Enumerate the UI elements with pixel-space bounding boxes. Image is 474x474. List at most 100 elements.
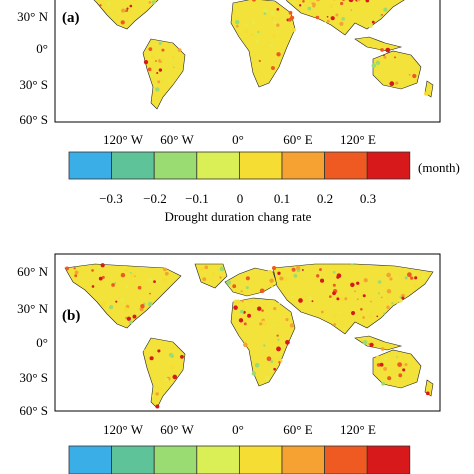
map-pixel: [377, 292, 380, 295]
colorbar-swatch: [153, 151, 198, 180]
map-pixel: [264, 375, 270, 381]
map-pixel: [369, 342, 374, 347]
map-pixel: [383, 355, 388, 361]
map-pixel: [155, 404, 160, 409]
map-pixel: [417, 68, 420, 71]
map-pixel: [153, 280, 156, 283]
map-pixel: [137, 285, 142, 290]
lon-tick-label: 60° E: [283, 422, 312, 437]
map-pixel: [74, 274, 78, 278]
lat-tick-label: 30° N: [17, 301, 48, 316]
map-pixel: [356, 281, 360, 285]
map-pixel: [404, 276, 408, 280]
map-b-shapes: [64, 263, 434, 409]
map-pixel: [204, 265, 209, 270]
map-pixel: [263, 344, 266, 347]
map-pixel: [269, 283, 274, 288]
map-pixel: [377, 280, 382, 284]
map-pixel: [254, 362, 260, 368]
map-pixel: [278, 361, 281, 364]
map-pixel: [170, 364, 175, 370]
map-pixel: [239, 309, 244, 314]
map-pixel: [273, 20, 277, 25]
lon-tick-label: 60° E: [283, 132, 312, 147]
map-pixel: [272, 324, 276, 327]
map-pixel: [147, 277, 152, 283]
map-pixel: [134, 0, 137, 2]
colorbar-unit: (month): [418, 160, 460, 175]
map-pixel: [386, 272, 391, 278]
map-pixel: [99, 4, 102, 7]
map-pixel: [404, 363, 408, 367]
colorbar-tick-label: −0.1: [185, 191, 209, 206]
map-pixel: [342, 323, 345, 325]
map-pixel: [289, 323, 294, 328]
colorbar-swatch: [196, 151, 240, 180]
lon-tick-label: 0°: [232, 132, 244, 147]
map-pixel: [247, 313, 252, 318]
land-northAmerica: [93, 0, 159, 30]
map-pixel: [371, 63, 377, 68]
land-asia: [272, 263, 434, 335]
map-pixel: [389, 277, 393, 281]
map-pixel: [398, 373, 403, 378]
map-pixel: [270, 17, 274, 21]
map-pixel: [245, 286, 249, 290]
map-pixel: [143, 349, 146, 352]
map-pixel: [114, 282, 117, 285]
map-pixel: [356, 298, 359, 301]
map-pixel: [332, 283, 336, 287]
map-pixel: [376, 315, 379, 318]
map-pixel: [398, 298, 403, 303]
map-pixel: [155, 392, 159, 396]
map-pixel: [277, 338, 280, 341]
map-pixel: [336, 297, 340, 301]
map-pixel: [293, 273, 298, 278]
map-pixel: [259, 322, 263, 326]
lat-tick-label: 60° S: [19, 403, 48, 418]
map-pixel: [380, 296, 383, 299]
map-pixel: [383, 54, 385, 57]
map-pixel: [395, 376, 399, 380]
colorbar-tick-label: 0: [237, 191, 244, 206]
map-pixel: [128, 320, 133, 325]
map-pixel: [244, 29, 248, 33]
map-pixel: [250, 33, 254, 37]
colorbar-swatch: [324, 445, 368, 474]
map-pixel: [397, 362, 403, 368]
map-pixel: [124, 268, 129, 273]
map-pixel: [161, 48, 165, 52]
map-pixel: [266, 356, 272, 362]
colorbar-bottom: [68, 445, 411, 474]
map-pixel: [157, 349, 161, 353]
map-pixel: [256, 70, 259, 73]
map-pixel: [121, 8, 126, 13]
map-pixel: [329, 288, 333, 292]
colorbar-swatch: [281, 151, 325, 180]
map-pixel: [339, 311, 342, 314]
map-pixel: [328, 295, 332, 298]
map-pixel: [180, 354, 184, 359]
map-pixel: [157, 80, 161, 84]
panel-a-lat-ticks: 30° N 0° 30° S 60° S: [17, 9, 48, 127]
map-pixel: [343, 327, 346, 330]
map-pixel: [295, 265, 301, 271]
colorbar-tick-label: −0.2: [143, 191, 167, 206]
map-pixel: [393, 56, 397, 59]
map-pixel: [253, 270, 256, 273]
colorbar-swatch: [366, 445, 411, 474]
map-pixel: [243, 322, 247, 326]
map-pixel: [381, 381, 386, 386]
map-pixel: [240, 290, 243, 293]
land-asia: [285, 0, 405, 36]
map-pixel: [330, 16, 335, 21]
map-pixel: [305, 309, 308, 312]
map-pixel: [156, 72, 159, 75]
map-pixel: [340, 296, 345, 302]
map-pixel: [177, 48, 182, 53]
map-pixel: [365, 0, 370, 3]
map-pixel: [316, 274, 320, 278]
map-pixel: [350, 9, 353, 11]
map-pixel: [401, 355, 404, 358]
